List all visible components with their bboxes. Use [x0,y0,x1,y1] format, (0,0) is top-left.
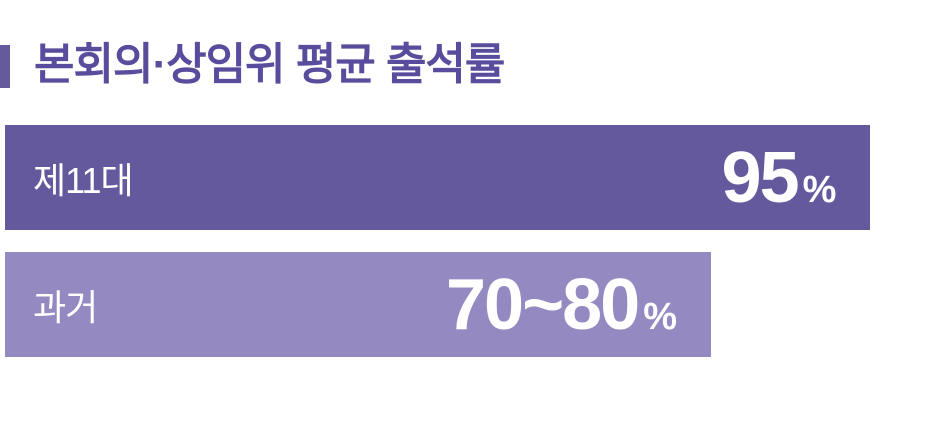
bar-value-past: 70~80 % [446,269,677,341]
title-accent-bar [0,45,10,88]
bar-value-number: 70~80 [446,264,640,345]
bar-current-term: 제11대 95 % [5,125,871,230]
page-title: 본회의·상임위 평균 출석률 [34,40,505,89]
bar-label-past: 과거 [33,286,98,328]
bar-value-number: 95 [721,137,800,218]
percent-sign: % [802,168,837,211]
bar-value-current-term: 95 % [722,142,837,214]
bar-row-past: 과거 70~80 % [5,252,916,357]
bar-row-current-term: 제11대 95 % [5,125,916,230]
percent-sign: % [643,295,678,338]
bar-label-current-term: 제11대 [33,159,134,201]
bar-past: 과거 70~80 % [5,252,712,357]
